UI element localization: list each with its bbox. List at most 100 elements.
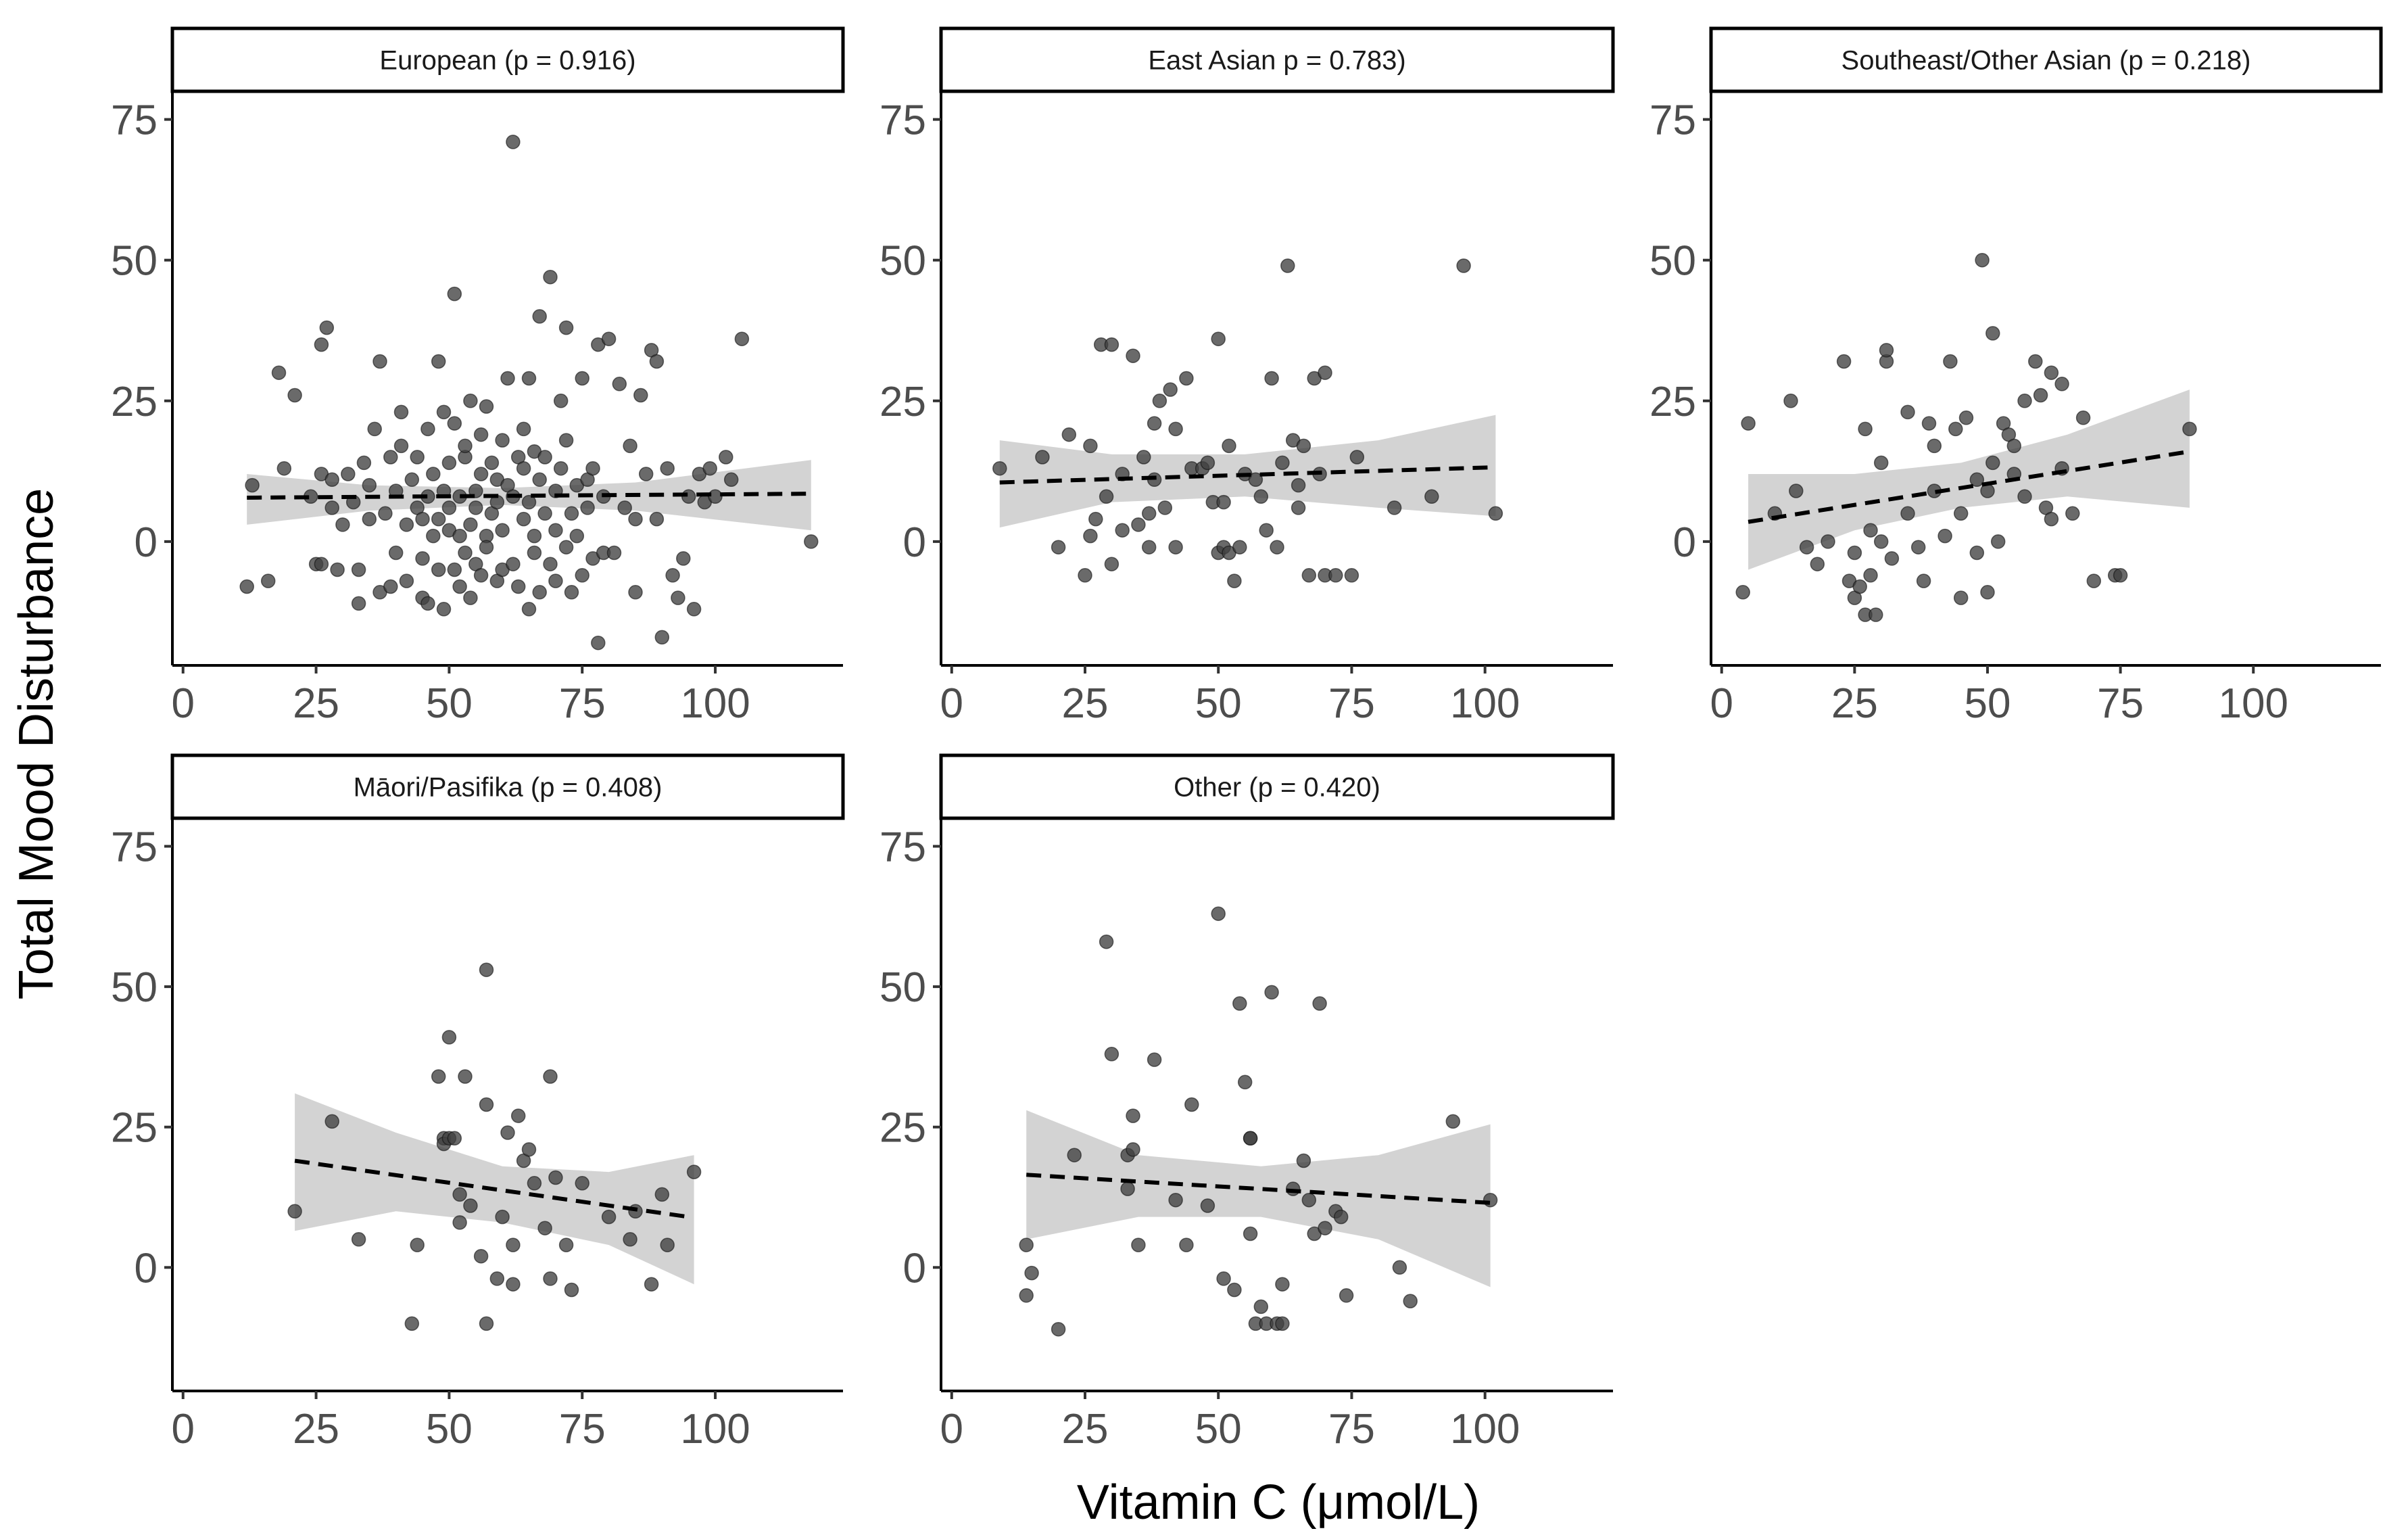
data-point	[1847, 545, 1862, 561]
data-point	[324, 1114, 339, 1129]
data-point	[1147, 1052, 1162, 1067]
y-tick-label: 50	[111, 964, 158, 1011]
y-tick-label: 25	[111, 379, 158, 425]
data-point	[330, 562, 345, 577]
data-point	[441, 500, 457, 515]
data-point	[1126, 348, 1140, 363]
data-point	[479, 399, 494, 414]
data-point	[1120, 1181, 1135, 1196]
data-point	[1879, 343, 1894, 358]
data-point	[1104, 1047, 1119, 1062]
data-point	[558, 433, 574, 448]
data-point	[287, 1204, 302, 1219]
x-tick-label: 100	[2219, 680, 2288, 727]
y-tick-label: 0	[1673, 519, 1696, 566]
data-point	[468, 500, 483, 515]
data-point	[1126, 1142, 1140, 1157]
data-point	[436, 404, 452, 420]
data-point	[1104, 557, 1119, 571]
data-point	[527, 1176, 542, 1191]
y-tick-label: 0	[903, 519, 926, 566]
data-point	[617, 500, 632, 515]
data-point	[2075, 410, 2091, 425]
data-point	[500, 1125, 515, 1140]
x-tick-label: 100	[680, 680, 750, 727]
data-point	[1157, 500, 1173, 515]
data-point	[532, 472, 547, 488]
data-point	[463, 1198, 478, 1213]
data-point	[992, 460, 1007, 476]
data-point	[1301, 1192, 1317, 1208]
data-point	[441, 455, 457, 471]
data-point	[543, 1271, 558, 1286]
data-point	[553, 460, 569, 476]
data-point	[1083, 438, 1098, 454]
data-point	[1339, 1288, 1354, 1303]
y-tick-label: 50	[1650, 238, 1696, 285]
data-point	[452, 1215, 467, 1230]
data-point	[324, 472, 339, 488]
data-point	[516, 511, 531, 527]
panel-strip	[170, 26, 845, 93]
data-point	[2086, 573, 2102, 588]
x-tick-label: 50	[1195, 1406, 1242, 1453]
data-point	[2054, 377, 2069, 392]
data-point	[1067, 1148, 1082, 1162]
y-tick-label: 50	[111, 238, 158, 285]
data-point	[537, 450, 552, 465]
data-point	[1445, 1114, 1461, 1129]
data-point	[1248, 472, 1263, 488]
y-tick-label: 75	[880, 824, 926, 871]
x-tick-label: 100	[680, 1406, 750, 1453]
data-point	[415, 551, 430, 566]
data-point	[1131, 1237, 1146, 1252]
data-point	[601, 1209, 617, 1225]
panel: Southeast/Other Asian (p = 0.218) 0 25 50 75…	[1650, 26, 2383, 727]
data-point	[260, 573, 276, 588]
x-tick-label: 0	[172, 1406, 195, 1453]
data-point	[1200, 1198, 1215, 1213]
data-point	[1900, 404, 1915, 420]
data-point	[558, 1237, 574, 1252]
data-point	[458, 545, 473, 561]
data-point	[1035, 450, 1050, 465]
data-point	[1141, 540, 1157, 554]
data-point	[1424, 489, 1439, 504]
x-tick-label: 25	[1831, 680, 1878, 727]
confidence-band	[1748, 389, 2190, 570]
data-point	[537, 506, 552, 521]
data-point	[1243, 1131, 1258, 1146]
data-point	[1270, 540, 1284, 554]
data-point	[426, 528, 441, 544]
data-point	[2065, 506, 2080, 521]
data-point	[324, 500, 339, 515]
data-point	[452, 1187, 467, 1202]
data-point	[500, 371, 515, 386]
data-point	[463, 517, 478, 532]
data-point	[1953, 506, 1969, 521]
data-point	[1280, 258, 1295, 273]
y-tick-label: 25	[880, 379, 926, 425]
y-tick-label: 75	[1650, 97, 1696, 144]
data-point	[569, 528, 585, 544]
data-point	[671, 590, 685, 605]
data-point	[1243, 1226, 1258, 1242]
data-point	[1488, 506, 1503, 521]
x-axis-title: Vitamin C (μmol/L)	[1077, 1475, 1480, 1530]
data-point	[506, 557, 521, 571]
data-point	[1078, 568, 1092, 583]
data-point	[649, 511, 665, 527]
data-point	[341, 467, 356, 481]
data-point	[1211, 331, 1226, 346]
data-point	[543, 1069, 558, 1084]
data-point	[1900, 506, 1915, 521]
data-point	[537, 1221, 552, 1235]
data-point	[1291, 500, 1306, 515]
data-point	[1237, 1074, 1253, 1090]
data-point	[516, 421, 531, 437]
y-tick-label: 75	[880, 97, 926, 144]
data-point	[1985, 326, 2000, 341]
panel-strip-label: European (p = 0.916)	[379, 46, 635, 76]
x-tick-label: 75	[1328, 1406, 1375, 1453]
